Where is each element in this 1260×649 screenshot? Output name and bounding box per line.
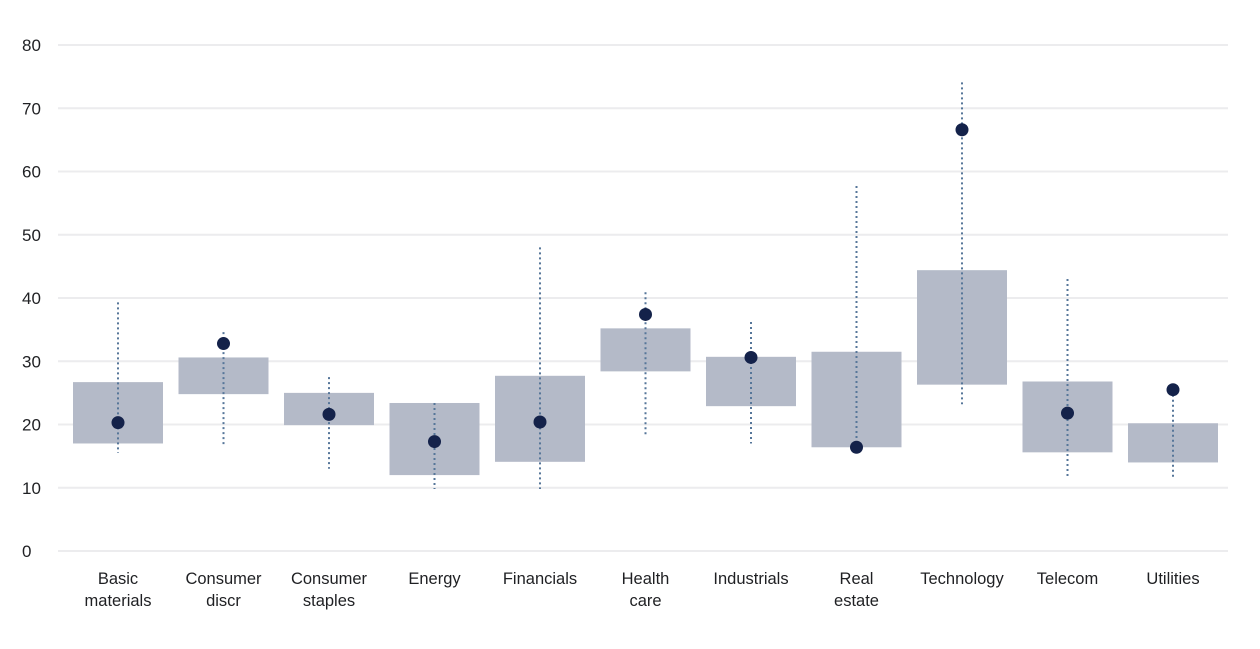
x-axis-label: Technology: [920, 570, 1004, 588]
y-tick-label: 10: [22, 479, 41, 498]
current-value-dot: [744, 350, 758, 364]
current-value-dot: [428, 435, 441, 449]
current-value-dot: [322, 407, 336, 421]
y-tick-label: 20: [22, 416, 41, 435]
y-tick-label: 80: [22, 36, 41, 55]
x-axis-label: estate: [834, 592, 879, 610]
box-range: [600, 328, 691, 372]
x-axis-label: Real: [840, 570, 874, 588]
x-axis-label: Energy: [408, 570, 461, 588]
x-axis-label: care: [629, 592, 661, 610]
current-value-dot: [639, 307, 652, 321]
current-value-dot: [955, 123, 969, 137]
current-value-dot: [1166, 383, 1180, 397]
x-axis-label: Utilities: [1146, 570, 1199, 588]
y-tick-label: 70: [22, 99, 41, 118]
y-tick-label: 60: [22, 163, 41, 182]
x-axis-label: Basic: [98, 570, 138, 588]
current-value-dot: [217, 337, 230, 351]
current-value-dot: [1061, 406, 1074, 420]
current-value-dot: [111, 416, 125, 430]
current-value-dot: [850, 440, 863, 454]
x-axis-label: Industrials: [713, 570, 788, 588]
x-axis-label: Health: [622, 570, 670, 588]
x-axis-label: Financials: [503, 570, 577, 588]
x-axis-label: Consumer: [185, 570, 262, 588]
y-tick-label: 50: [22, 226, 41, 245]
x-axis-label: Telecom: [1037, 570, 1098, 588]
y-tick-label: 0: [22, 542, 31, 561]
current-value-dot: [533, 415, 547, 429]
x-axis-label: staples: [303, 592, 355, 610]
x-axis-label: Consumer: [291, 570, 368, 588]
x-axis-label: materials: [85, 592, 152, 610]
y-tick-label: 30: [22, 352, 41, 371]
x-axis-label: discr: [206, 592, 241, 610]
y-tick-label: 40: [22, 289, 41, 308]
